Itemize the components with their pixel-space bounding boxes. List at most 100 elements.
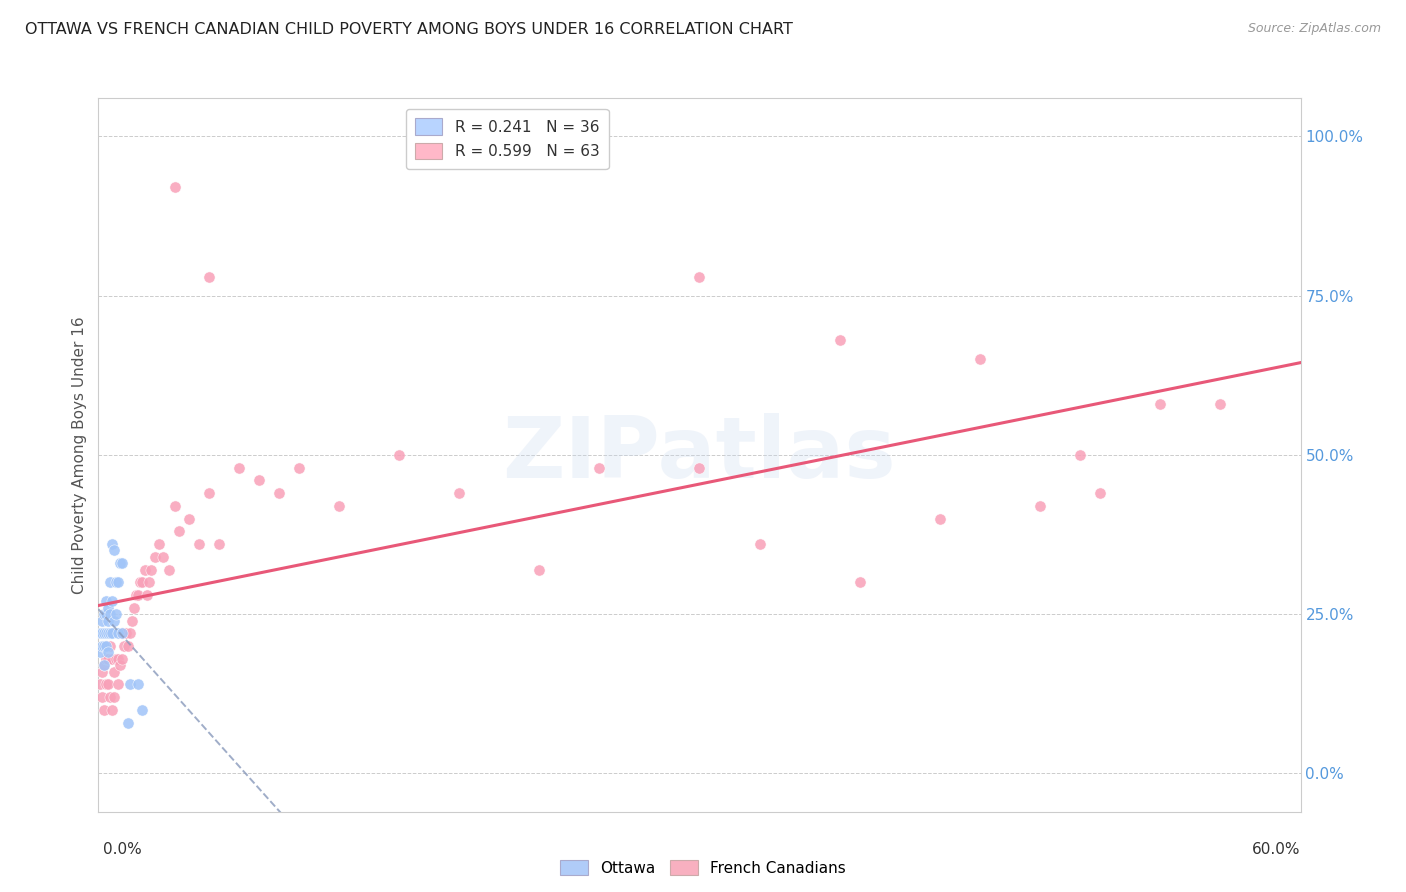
Text: OTTAWA VS FRENCH CANADIAN CHILD POVERTY AMONG BOYS UNDER 16 CORRELATION CHART: OTTAWA VS FRENCH CANADIAN CHILD POVERTY … — [25, 22, 793, 37]
Point — [101, 537, 124, 551]
Text: 60.0%: 60.0% — [1253, 842, 1301, 856]
Point — [125, 588, 148, 602]
Point — [1029, 499, 1052, 513]
Point — [96, 652, 118, 666]
Legend: R = 0.241   N = 36, R = 0.599   N = 63: R = 0.241 N = 36, R = 0.599 N = 63 — [406, 110, 609, 169]
Point — [748, 537, 770, 551]
Point — [187, 537, 209, 551]
Point — [117, 715, 139, 730]
Point — [97, 626, 120, 640]
Point — [96, 639, 118, 653]
Point — [388, 448, 411, 462]
Point — [447, 486, 470, 500]
Point — [105, 607, 128, 622]
Point — [114, 639, 136, 653]
Point — [969, 352, 991, 367]
Point — [124, 600, 146, 615]
Point — [131, 703, 153, 717]
Point — [101, 594, 124, 608]
Point — [96, 626, 118, 640]
Point — [529, 563, 551, 577]
Point — [110, 658, 132, 673]
Point — [100, 639, 122, 653]
Point — [120, 677, 142, 691]
Point — [93, 607, 115, 622]
Point — [93, 658, 115, 673]
Point — [167, 524, 190, 539]
Point — [1088, 486, 1111, 500]
Point — [103, 614, 125, 628]
Point — [100, 575, 122, 590]
Point — [93, 658, 115, 673]
Point — [128, 588, 150, 602]
Point — [91, 690, 114, 704]
Point — [120, 626, 142, 640]
Point — [93, 626, 115, 640]
Point — [91, 626, 114, 640]
Point — [157, 563, 180, 577]
Point — [100, 690, 122, 704]
Point — [100, 607, 122, 622]
Point — [134, 563, 156, 577]
Point — [101, 703, 124, 717]
Point — [1209, 397, 1232, 411]
Point — [163, 499, 186, 513]
Point — [115, 626, 138, 640]
Point — [96, 677, 118, 691]
Legend: Ottawa, French Canadians: Ottawa, French Canadians — [554, 854, 852, 881]
Point — [135, 588, 157, 602]
Point — [139, 563, 162, 577]
Text: Source: ZipAtlas.com: Source: ZipAtlas.com — [1247, 22, 1381, 36]
Point — [105, 575, 128, 590]
Point — [103, 543, 125, 558]
Point — [1149, 397, 1171, 411]
Point — [107, 626, 129, 640]
Point — [93, 703, 115, 717]
Point — [107, 677, 129, 691]
Point — [96, 639, 118, 653]
Point — [111, 626, 134, 640]
Point — [328, 499, 350, 513]
Point — [152, 549, 174, 564]
Point — [177, 511, 200, 525]
Point — [96, 607, 118, 622]
Point — [143, 549, 166, 564]
Point — [111, 626, 134, 640]
Point — [267, 486, 290, 500]
Point — [103, 665, 125, 679]
Point — [107, 652, 129, 666]
Point — [129, 575, 152, 590]
Point — [929, 511, 952, 525]
Point — [588, 460, 610, 475]
Point — [689, 269, 711, 284]
Point — [138, 575, 160, 590]
Point — [128, 677, 150, 691]
Point — [228, 460, 250, 475]
Y-axis label: Child Poverty Among Boys Under 16: Child Poverty Among Boys Under 16 — [72, 316, 87, 594]
Point — [111, 652, 134, 666]
Point — [1069, 448, 1091, 462]
Point — [97, 600, 120, 615]
Point — [197, 486, 219, 500]
Point — [247, 474, 270, 488]
Point — [103, 690, 125, 704]
Text: 0.0%: 0.0% — [103, 842, 142, 856]
Point — [91, 665, 114, 679]
Point — [288, 460, 311, 475]
Point — [97, 645, 120, 659]
Point — [849, 575, 872, 590]
Point — [100, 626, 122, 640]
Point — [96, 594, 118, 608]
Point — [117, 639, 139, 653]
Point — [105, 652, 128, 666]
Point — [110, 556, 132, 570]
Text: ZIPatlas: ZIPatlas — [502, 413, 897, 497]
Point — [101, 652, 124, 666]
Point — [93, 639, 115, 653]
Point — [197, 269, 219, 284]
Point — [828, 333, 851, 347]
Point — [131, 575, 153, 590]
Point — [689, 460, 711, 475]
Point — [163, 180, 186, 194]
Point — [121, 614, 143, 628]
